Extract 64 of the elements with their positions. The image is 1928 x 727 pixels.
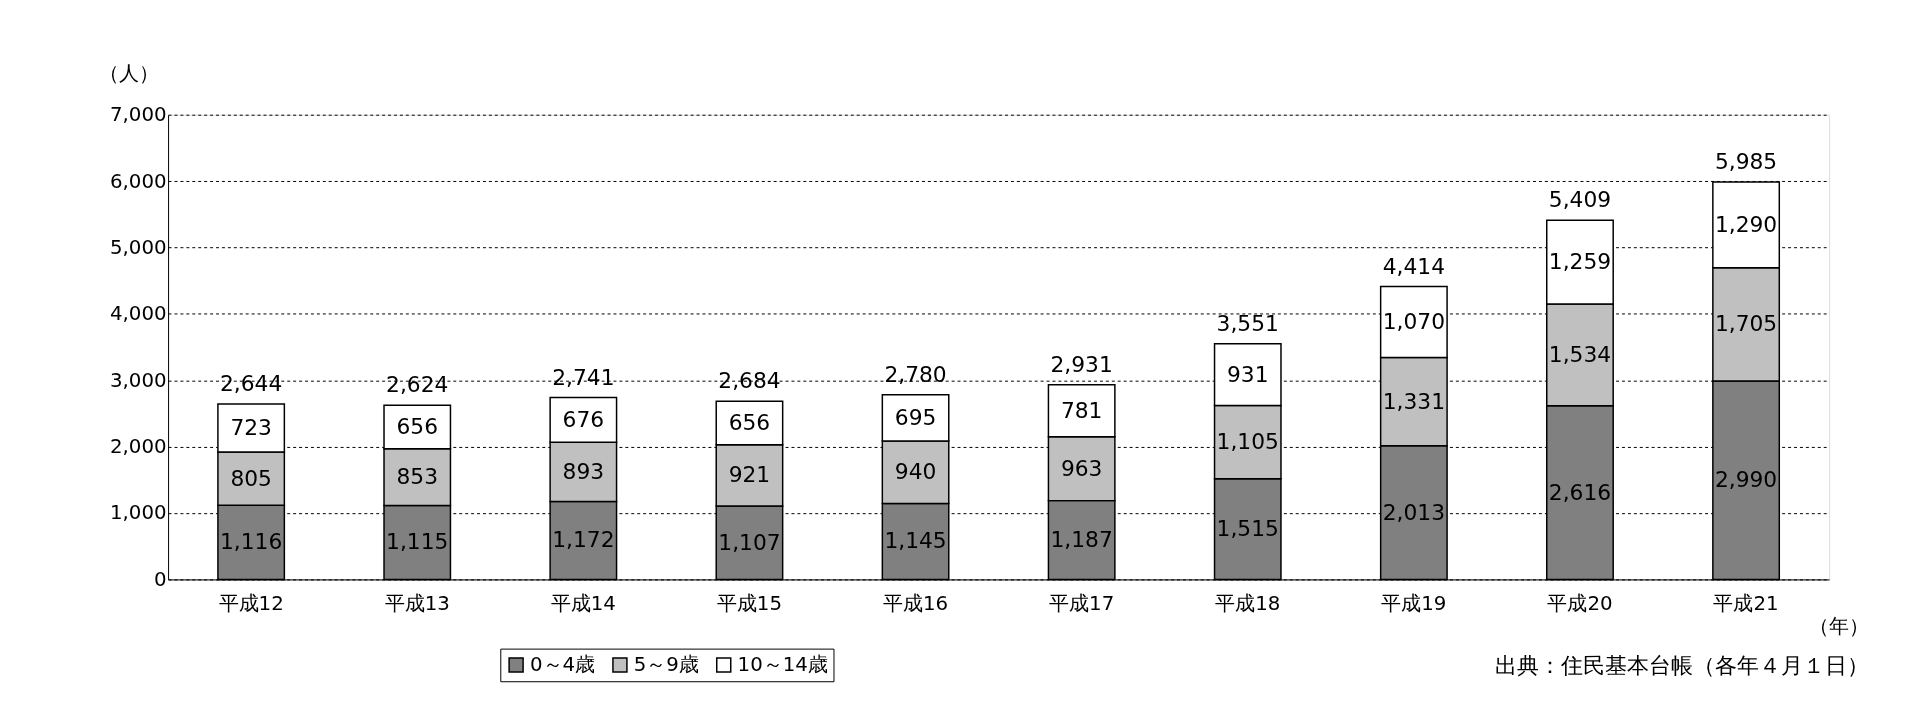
total-label: 2,741 [552, 364, 615, 390]
total-label: 5,985 [1714, 149, 1778, 175]
data-label: 1,290 [1714, 211, 1778, 237]
y-tick-label: 7,000 [110, 103, 167, 127]
data-label: 1,259 [1548, 249, 1612, 275]
data-label: 781 [1060, 397, 1103, 423]
data-label: 1,331 [1382, 388, 1446, 414]
data-label: 676 [562, 406, 605, 432]
y-tick-label: 0 [154, 567, 167, 591]
data-label: 1,116 [219, 529, 283, 555]
data-label: 1,187 [1050, 526, 1113, 552]
legend-label: 0～4歳 [529, 652, 596, 676]
total-label: 2,684 [718, 368, 781, 394]
data-label: 1,115 [386, 529, 449, 555]
data-label: 893 [562, 458, 605, 484]
legend-label: 10～14歳 [737, 652, 828, 676]
data-label: 853 [396, 464, 438, 489]
x-axis-title: （年） [1809, 615, 1870, 639]
data-label: 805 [230, 465, 272, 491]
data-label: 656 [396, 413, 438, 439]
total-label: 2,780 [884, 362, 947, 388]
data-label: 1,515 [1216, 516, 1279, 542]
data-label: 963 [1060, 455, 1103, 481]
source-note: 出典：住民基本台帳（各年４月１日） [1494, 653, 1869, 679]
x-tick-label: 平成19 [1381, 591, 1447, 615]
total-label: 2,644 [219, 371, 283, 397]
data-label: 921 [728, 462, 771, 488]
x-tick-label: 平成13 [384, 591, 450, 615]
data-label: 1,070 [1382, 308, 1446, 334]
x-tick-label: 平成15 [716, 591, 783, 615]
y-tick-label: 2,000 [110, 435, 167, 459]
data-label: 1,145 [884, 528, 947, 554]
x-tick-label: 平成18 [1215, 591, 1281, 615]
data-label: 940 [894, 459, 937, 485]
data-label: 656 [728, 409, 771, 435]
total-label: 2,624 [386, 372, 449, 398]
y-tick-label: 6,000 [110, 169, 167, 193]
y-tick-label: 1,000 [110, 501, 167, 525]
x-tick-label: 平成14 [550, 591, 616, 615]
data-label: 1,705 [1714, 311, 1778, 337]
total-label: 4,414 [1382, 253, 1446, 279]
legend-label: 5～9歳 [633, 652, 699, 676]
y-tick-label: 4,000 [110, 302, 167, 326]
data-label: 2,616 [1548, 479, 1612, 505]
data-label: 1,107 [718, 529, 781, 555]
x-tick-label: 平成16 [882, 591, 949, 615]
y-axis-title: （人） [98, 61, 159, 85]
data-label: 695 [894, 404, 937, 430]
data-label: 1,172 [552, 527, 615, 553]
x-tick-label: 平成12 [218, 591, 284, 615]
data-label: 1,534 [1548, 341, 1612, 367]
y-tick-label: 5,000 [110, 235, 167, 259]
data-label: 723 [230, 414, 272, 440]
x-tick-label: 平成17 [1049, 591, 1115, 615]
data-label: 2,990 [1714, 467, 1778, 493]
y-tick-label: 3,000 [110, 368, 167, 392]
data-label: 2,013 [1382, 499, 1446, 525]
x-tick-label: 平成21 [1713, 591, 1779, 615]
total-label: 2,931 [1050, 351, 1113, 377]
data-label: 931 [1227, 361, 1269, 387]
data-label: 1,105 [1216, 429, 1279, 455]
total-label: 3,551 [1216, 310, 1279, 336]
x-tick-label: 平成20 [1547, 591, 1613, 615]
total-label: 5,409 [1548, 187, 1612, 213]
